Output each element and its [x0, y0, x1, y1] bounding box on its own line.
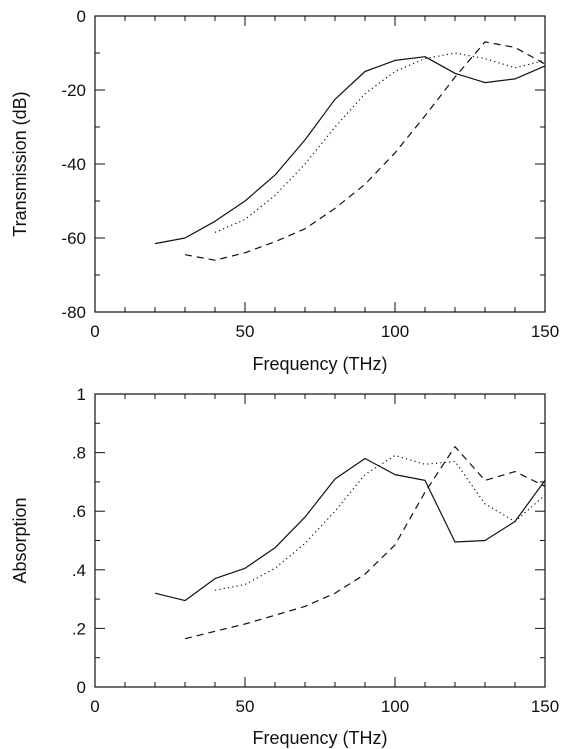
series-line-dashed — [184, 41, 546, 261]
x-tick-label: 0 — [90, 697, 99, 716]
x-tick-label: 0 — [90, 322, 99, 341]
y-tick-label: 0 — [77, 7, 86, 26]
x-axis-label: Frequency (THz) — [252, 354, 387, 374]
x-axis-label: Frequency (THz) — [252, 728, 387, 748]
y-tick-label: 0 — [77, 678, 86, 697]
y-tick-label: -40 — [61, 155, 86, 174]
y-tick-label: -20 — [61, 81, 86, 100]
y-tick-label: .6 — [72, 502, 86, 521]
chart-panel-2: 0 50 100 150 0 .2 .4 .6 .8 1 Frequency (THz) Absorp… — [10, 385, 559, 748]
y-tick-label: .8 — [72, 444, 86, 463]
series-line-dashed — [184, 446, 546, 640]
x-tick-label: 150 — [531, 322, 559, 341]
series-line-dotted — [214, 454, 546, 591]
plot-frame — [94, 15, 546, 313]
y-tick-label: .2 — [72, 619, 86, 638]
y-tick-label: 1 — [77, 385, 86, 404]
series-line-solid — [154, 56, 546, 245]
y-tick-label: .4 — [72, 561, 86, 580]
x-tick-label: 100 — [381, 322, 409, 341]
y-tick-label: -60 — [61, 229, 86, 248]
x-tick-label: 50 — [236, 697, 255, 716]
x-tick-label: 100 — [381, 697, 409, 716]
series-line-dotted — [214, 52, 546, 233]
y-tick-label: -80 — [61, 303, 86, 322]
series-line-solid — [154, 457, 546, 602]
x-tick-label: 150 — [531, 697, 559, 716]
y-axis-label: Absorption — [10, 497, 30, 583]
y-axis-label: Transmission (dB) — [10, 91, 30, 236]
x-tick-label: 50 — [236, 322, 255, 341]
chart-panel-1: 0 50 100 150 -80 -60 -40 -20 0 Frequency (THz) Tra… — [10, 7, 559, 374]
